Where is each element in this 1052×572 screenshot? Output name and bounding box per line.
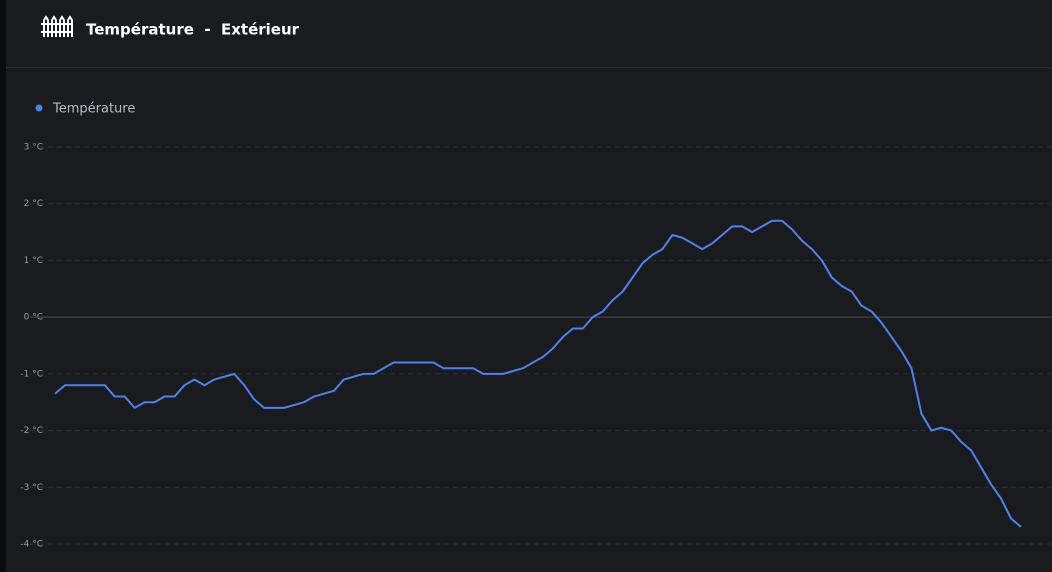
left-edge (0, 0, 6, 572)
series-line (54, 219, 1022, 528)
widget-title: Température - Extérieur (86, 21, 300, 39)
fence-icon (41, 15, 73, 37)
legend-label[interactable]: Température (52, 102, 135, 117)
legend-dot (35, 104, 43, 112)
